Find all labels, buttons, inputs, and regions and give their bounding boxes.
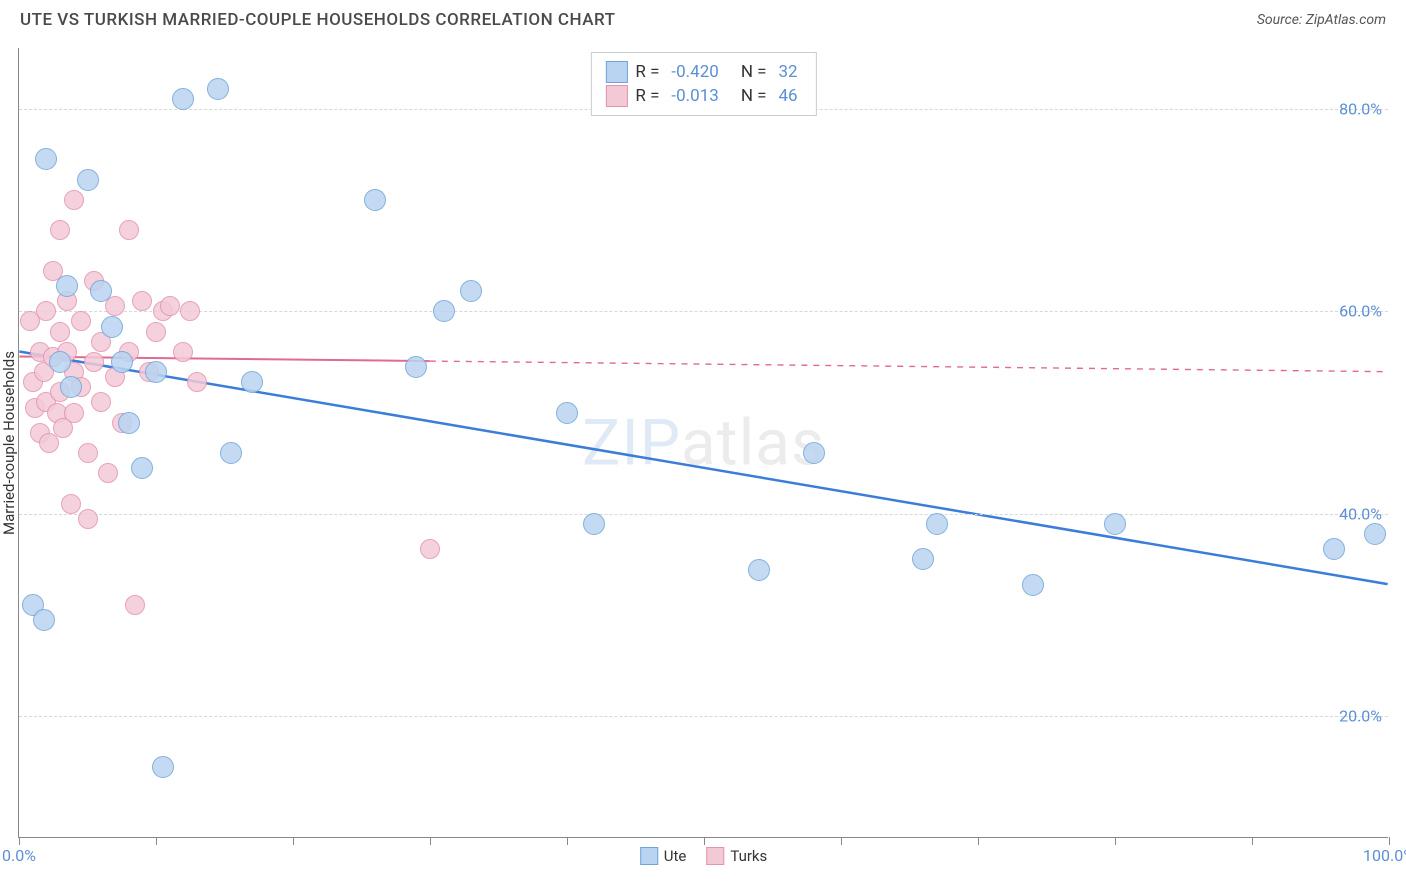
data-point	[433, 300, 455, 322]
data-point	[33, 609, 55, 631]
chart-header: UTE VS TURKISH MARRIED-COUPLE HOUSEHOLDS…	[0, 0, 1406, 38]
stats-legend: R = -0.420 N = 32 R = -0.013 N = 46	[590, 52, 816, 116]
gridline	[19, 311, 1388, 312]
scatter-chart: Married-couple Households ZIPatlas 20.0%…	[18, 48, 1388, 838]
stat-n-value: 46	[779, 86, 798, 106]
data-point	[460, 280, 482, 302]
data-point	[131, 457, 153, 479]
data-point	[1364, 523, 1386, 545]
x-tick	[567, 837, 568, 845]
data-point	[583, 513, 605, 535]
data-point	[98, 463, 118, 483]
stats-legend-row: R = -0.420 N = 32	[605, 61, 801, 83]
y-tick-label: 40.0%	[1339, 504, 1390, 523]
x-tick	[1389, 837, 1390, 845]
data-point	[78, 509, 98, 529]
data-point	[36, 301, 56, 321]
data-point	[1323, 538, 1345, 560]
data-point	[145, 361, 167, 383]
legend-swatch	[605, 61, 627, 83]
y-tick-label: 20.0%	[1339, 707, 1390, 726]
trend-lines	[19, 48, 1388, 837]
data-point	[152, 756, 174, 778]
gridline	[19, 716, 1388, 717]
gridline	[19, 514, 1388, 515]
series-legend: Ute Turks	[640, 847, 768, 865]
chart-source: Source: ZipAtlas.com	[1257, 12, 1386, 28]
data-point	[84, 352, 104, 372]
legend-label: Ute	[664, 847, 687, 865]
data-point	[405, 356, 427, 378]
legend-label: Turks	[730, 847, 767, 865]
data-point	[748, 559, 770, 581]
legend-swatch	[640, 847, 658, 865]
data-point	[56, 275, 78, 297]
data-point	[64, 403, 84, 423]
data-point	[49, 351, 71, 373]
chart-title: UTE VS TURKISH MARRIED-COUPLE HOUSEHOLDS…	[20, 10, 616, 30]
data-point	[125, 595, 145, 615]
x-label-min: 0.0%	[2, 846, 36, 865]
watermark: ZIPatlas	[582, 405, 825, 480]
data-point	[912, 548, 934, 570]
data-point	[180, 301, 200, 321]
data-point	[90, 280, 112, 302]
x-tick	[156, 837, 157, 845]
x-tick	[704, 837, 705, 845]
data-point	[187, 372, 207, 392]
data-point	[364, 189, 386, 211]
legend-swatch	[706, 847, 724, 865]
data-point	[60, 376, 82, 398]
x-tick	[1115, 837, 1116, 845]
data-point	[241, 371, 263, 393]
x-tick	[430, 837, 431, 845]
legend-item: Turks	[706, 847, 767, 865]
stat-n-value: 32	[779, 62, 798, 82]
x-tick	[841, 837, 842, 845]
x-tick	[293, 837, 294, 845]
data-point	[78, 443, 98, 463]
data-point	[207, 78, 229, 100]
legend-item: Ute	[640, 847, 687, 865]
x-tick	[1252, 837, 1253, 845]
data-point	[173, 342, 193, 362]
y-axis-title: Married-couple Households	[0, 351, 18, 535]
y-tick-label: 60.0%	[1339, 302, 1390, 321]
data-point	[1022, 574, 1044, 596]
data-point	[50, 322, 70, 342]
data-point	[146, 322, 166, 342]
stat-r-value: -0.420	[671, 62, 718, 82]
data-point	[71, 311, 91, 331]
data-point	[160, 296, 180, 316]
stat-r-label: R =	[635, 62, 659, 82]
data-point	[420, 539, 440, 559]
legend-swatch	[605, 85, 627, 107]
y-tick-label: 80.0%	[1339, 99, 1390, 118]
stat-n-label: N =	[741, 62, 767, 82]
data-point	[220, 442, 242, 464]
stat-n-label: N =	[741, 86, 767, 106]
data-point	[926, 513, 948, 535]
data-point	[132, 291, 152, 311]
data-point	[35, 148, 57, 170]
data-point	[50, 220, 70, 240]
data-point	[803, 442, 825, 464]
data-point	[172, 88, 194, 110]
x-label-max: 100.0%	[1363, 846, 1406, 865]
data-point	[118, 412, 140, 434]
data-point	[77, 169, 99, 191]
stat-r-value: -0.013	[671, 86, 718, 106]
data-point	[556, 402, 578, 424]
data-point	[91, 392, 111, 412]
data-point	[111, 351, 133, 373]
data-point	[119, 220, 139, 240]
x-tick	[19, 837, 20, 845]
stat-r-label: R =	[635, 86, 659, 106]
data-point	[61, 494, 81, 514]
data-point	[64, 190, 84, 210]
x-tick	[978, 837, 979, 845]
data-point	[101, 316, 123, 338]
stats-legend-row: R = -0.013 N = 46	[605, 85, 801, 107]
data-point	[1104, 513, 1126, 535]
